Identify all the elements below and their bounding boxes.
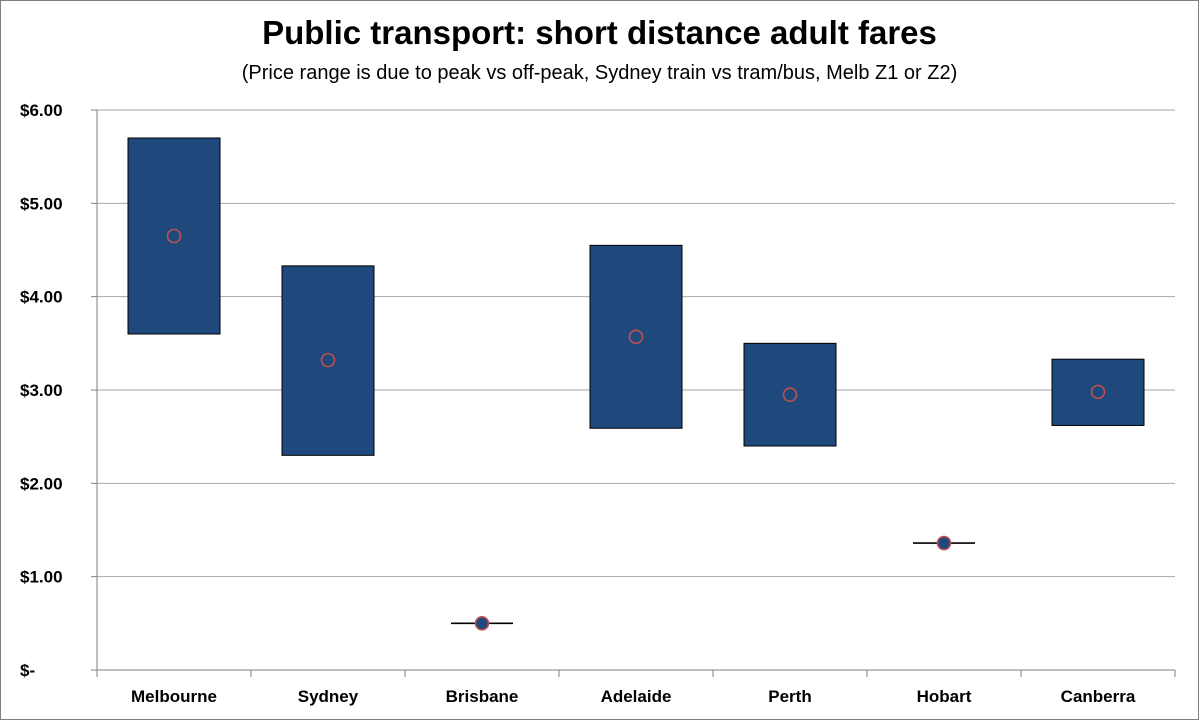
y-tick-label: $5.00 [20,194,63,213]
y-tick-label: $- [20,661,35,680]
midpoint-marker [1090,384,1106,400]
chart-subtitle: (Price range is due to peak vs off-peak,… [241,62,958,84]
range-bar [127,137,221,335]
range-bar [589,244,683,429]
range-bar [281,265,375,456]
midpoint-marker [320,352,336,368]
midpoint-marker [782,387,798,402]
midpoint-marker [474,616,490,631]
midpoint-marker [628,329,644,345]
x-tick-label: Adelaide [601,687,672,706]
range-bar [743,342,837,447]
midpoint-markers [166,228,1106,631]
chart-title: Public transport: short distance adult f… [262,14,937,51]
y-tick-label: $4.00 [20,288,63,307]
x-tick-label: Melbourne [131,687,217,706]
y-tick-label: $2.00 [20,474,63,493]
y-tick-label: $1.00 [20,568,63,587]
y-tick-labels: $- $1.00 $2.00 $3.00 $4.00 $5.00 $6.00 [20,101,63,680]
x-tick-label: Perth [768,687,811,706]
x-tick-label: Sydney [298,687,359,706]
x-tick-labels: Melbourne Sydney Brisbane Adelaide Perth Hoba… [131,687,1136,706]
x-tick-label: Canberra [1061,687,1136,706]
x-tick-label: Brisbane [446,687,519,706]
range-bars [127,137,1145,625]
y-tick-label: $6.00 [20,101,63,120]
y-tick-label: $3.00 [20,381,63,400]
axes [91,109,1176,677]
range-bar [1051,358,1145,426]
x-tick-label: Hobart [917,687,972,706]
midpoint-marker [936,535,952,551]
midpoint-marker [166,228,182,244]
